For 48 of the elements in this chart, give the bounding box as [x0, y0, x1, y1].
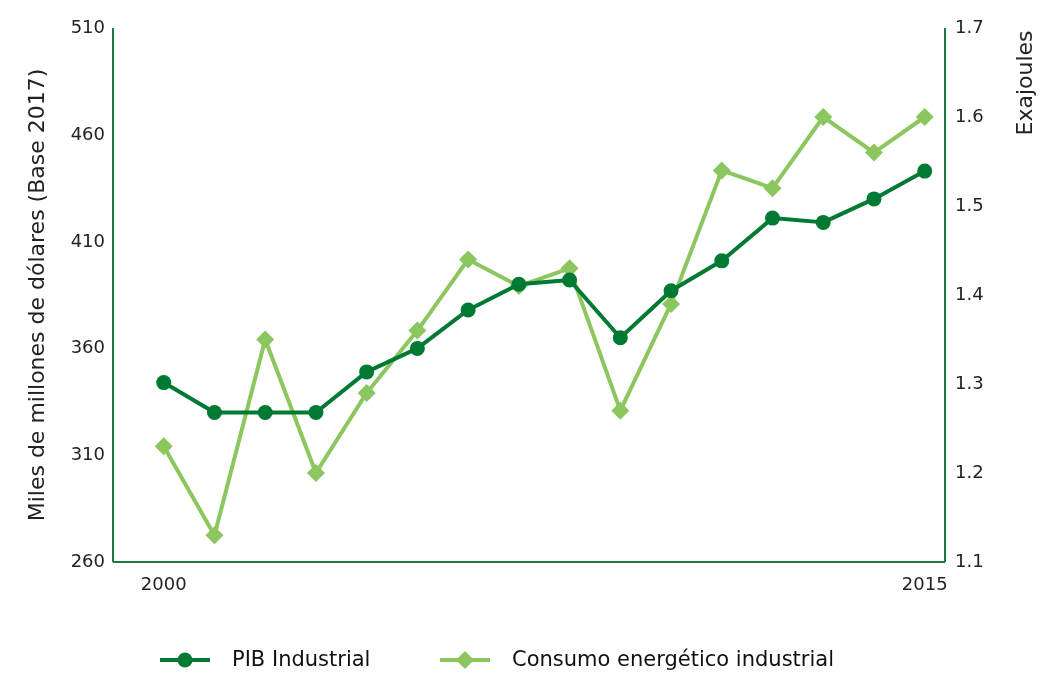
- point: [357, 383, 376, 402]
- x-tick-label: 2000: [140, 573, 187, 594]
- point: [409, 340, 425, 356]
- point: [460, 302, 476, 318]
- point: [866, 191, 882, 207]
- point: [408, 321, 427, 340]
- y2-tick-label: 1.1: [955, 550, 984, 571]
- y2-axis-title: Exajoules: [1012, 30, 1037, 136]
- y-tick-label: 410: [70, 229, 105, 251]
- legend-label: PIB Industrial: [232, 647, 371, 671]
- y-axis-title: Miles de millones de dólares (Base 2017): [24, 68, 49, 522]
- y2-tick-label: 1.5: [955, 194, 984, 215]
- point: [156, 375, 172, 391]
- point: [765, 210, 781, 226]
- point: [257, 404, 273, 420]
- point: [511, 276, 527, 292]
- point: [612, 330, 628, 346]
- y2-tick-label: 1.2: [955, 461, 984, 482]
- point: [814, 108, 833, 126]
- point: [712, 161, 731, 180]
- point: [714, 253, 730, 269]
- y-tick-label: 260: [70, 550, 105, 571]
- point: [459, 250, 478, 269]
- y-tick-label: 310: [70, 443, 105, 465]
- point: [359, 364, 375, 380]
- point: [864, 143, 883, 162]
- point: [256, 330, 275, 349]
- y2-tick-label: 1.3: [955, 372, 984, 393]
- x-tick-label: 2015: [901, 573, 948, 594]
- point: [917, 163, 933, 179]
- point: [206, 404, 222, 420]
- point: [154, 437, 173, 456]
- y2-tick-label: 1.6: [955, 105, 984, 126]
- y2-tick-label: 1.4: [955, 283, 984, 304]
- point: [815, 214, 831, 230]
- point: [915, 108, 934, 126]
- y-tick-label: 510: [70, 16, 105, 37]
- point: [763, 179, 782, 198]
- y2-tick-label: 1.7: [955, 16, 984, 37]
- point: [663, 283, 679, 299]
- point: [205, 526, 224, 545]
- point: [306, 464, 325, 482]
- y-tick-label: 460: [70, 122, 105, 144]
- point: [308, 404, 324, 420]
- y-tick-label: 360: [70, 336, 105, 358]
- point: [562, 272, 578, 288]
- point: [611, 401, 630, 420]
- legend-label: Consumo energético industrial: [512, 647, 834, 671]
